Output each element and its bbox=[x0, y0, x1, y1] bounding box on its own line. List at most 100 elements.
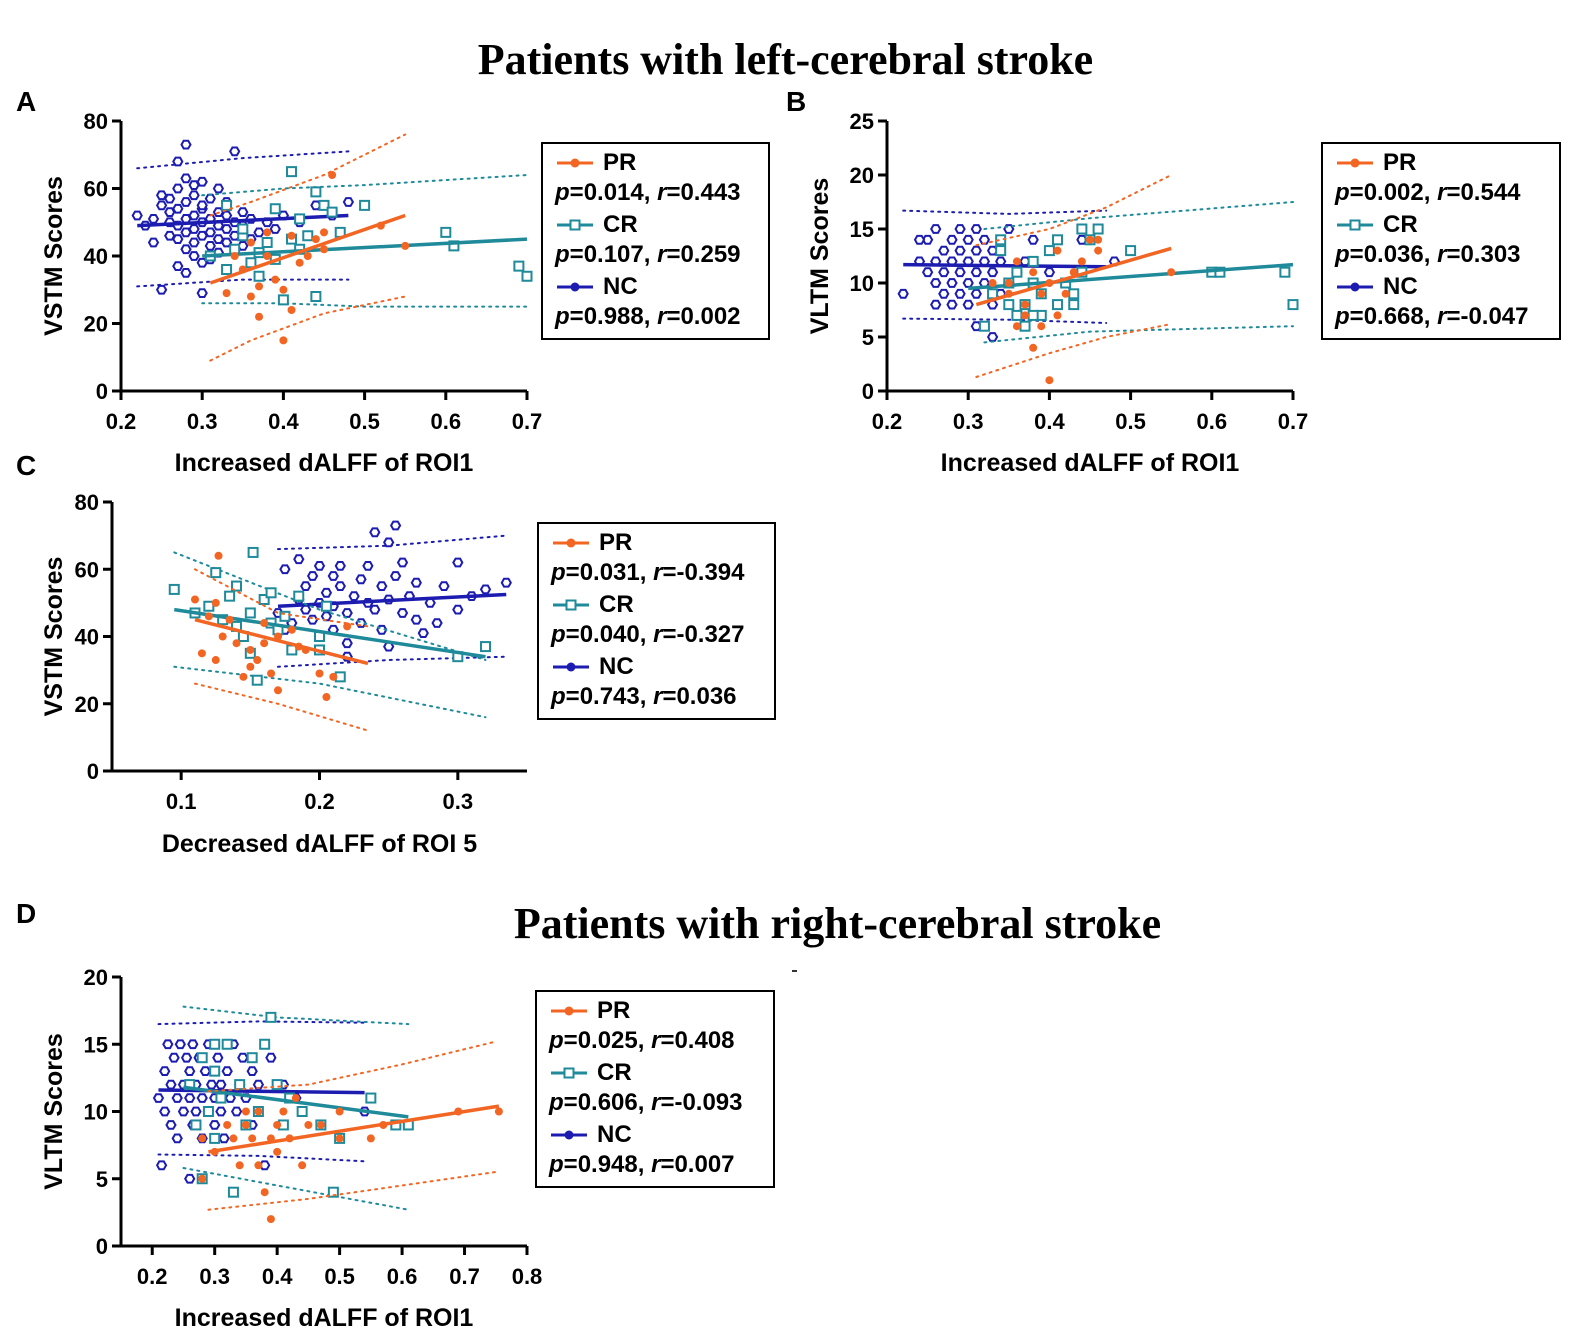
point-nc bbox=[152, 1093, 165, 1103]
point-nc bbox=[246, 1066, 258, 1076]
point-pr bbox=[246, 645, 255, 654]
y-axis-title-c: VSTM Scores bbox=[40, 557, 68, 717]
point-nc bbox=[300, 581, 312, 591]
point-pr bbox=[191, 595, 199, 604]
point-nc bbox=[184, 1093, 196, 1103]
point-nc bbox=[184, 1173, 196, 1184]
legend-symbol-pr bbox=[553, 538, 589, 548]
point-pr bbox=[1029, 268, 1038, 277]
point-cr bbox=[978, 320, 990, 332]
ci-lower-cr bbox=[173, 665, 487, 719]
y-axis-title-d: VLTM Scores bbox=[40, 1033, 68, 1190]
point-pr bbox=[279, 285, 288, 294]
point-nc bbox=[164, 230, 176, 241]
point-cr bbox=[521, 270, 533, 282]
point-pr bbox=[230, 252, 239, 260]
point-cr bbox=[294, 213, 306, 225]
p-value: 0.606 bbox=[577, 1089, 638, 1116]
point-nc bbox=[438, 581, 450, 591]
point-pr bbox=[218, 632, 227, 641]
ci-lower-pr bbox=[975, 323, 1173, 378]
stray-mark bbox=[792, 970, 797, 972]
point-pr bbox=[329, 672, 338, 681]
legend-entry-nc: NC bbox=[551, 652, 764, 682]
legend-symbol-cr bbox=[1337, 219, 1373, 231]
legend-name: PR bbox=[599, 529, 633, 556]
legend-stats-cr: p=0.606, r=-0.093 bbox=[549, 1089, 743, 1116]
point-nc bbox=[452, 604, 464, 615]
point-cr bbox=[209, 1038, 221, 1050]
ci-lower-nc bbox=[277, 655, 508, 668]
legend-entry-pr: PR bbox=[551, 528, 764, 558]
legend-symbol-pr bbox=[551, 1006, 587, 1016]
point-nc bbox=[187, 1039, 199, 1050]
point-cr bbox=[168, 583, 180, 595]
point-cr bbox=[202, 1106, 214, 1117]
point-pr bbox=[260, 619, 269, 628]
point-pr bbox=[1061, 289, 1070, 298]
p-value: 0.107 bbox=[583, 241, 644, 268]
point-nc bbox=[230, 1106, 243, 1117]
p-value: 0.025 bbox=[577, 1027, 638, 1054]
point-nc bbox=[962, 234, 974, 245]
point-nc bbox=[212, 234, 225, 244]
legend-stats-pr: p=0.031, r=-0.394 bbox=[551, 559, 745, 586]
point-nc bbox=[171, 1093, 183, 1103]
fit-line-pr bbox=[208, 1104, 500, 1154]
point-nc bbox=[389, 571, 402, 581]
p-value: 0.036 bbox=[1363, 241, 1424, 268]
x-tick-label-d: 0.4 bbox=[262, 1264, 293, 1289]
point-nc bbox=[196, 288, 208, 298]
point-pr bbox=[198, 1174, 207, 1183]
point-nc bbox=[165, 1120, 177, 1130]
point-cr bbox=[1279, 266, 1291, 278]
point-nc bbox=[180, 1052, 193, 1063]
legend-stats-pr: p=0.014, r=0.443 bbox=[555, 179, 741, 206]
point-pr bbox=[263, 228, 272, 237]
point-cr bbox=[1003, 299, 1015, 311]
point-nc bbox=[188, 237, 200, 248]
point-nc bbox=[313, 561, 326, 571]
point-nc bbox=[306, 571, 319, 581]
point-nc bbox=[355, 574, 367, 585]
point-nc bbox=[188, 224, 200, 234]
point-pr bbox=[211, 598, 220, 607]
point-nc bbox=[180, 268, 192, 278]
point-pr bbox=[1021, 300, 1030, 309]
legend-name: NC bbox=[1383, 273, 1418, 300]
point-pr bbox=[315, 669, 324, 678]
point-nc bbox=[174, 1039, 186, 1050]
point-cr bbox=[265, 1011, 277, 1023]
r-value: 0.259 bbox=[680, 241, 741, 268]
point-nc bbox=[196, 176, 208, 187]
x-tick-label-d: 0.7 bbox=[449, 1264, 480, 1289]
point-pr bbox=[204, 612, 213, 621]
point-pr bbox=[239, 672, 248, 681]
point-cr bbox=[293, 590, 305, 602]
p-value: 0.948 bbox=[577, 1151, 638, 1178]
y-tick-label-c: 40 bbox=[75, 625, 99, 650]
ci-upper-pr bbox=[975, 174, 1173, 247]
fit-line-cr bbox=[173, 607, 486, 659]
point-cr bbox=[237, 223, 249, 235]
point-nc bbox=[220, 224, 233, 234]
point-cr bbox=[365, 1092, 377, 1104]
point-nc bbox=[954, 224, 966, 234]
point-pr bbox=[1086, 235, 1094, 244]
point-nc bbox=[341, 608, 353, 618]
point-pr bbox=[335, 1107, 344, 1116]
point-nc bbox=[229, 146, 241, 157]
point-nc bbox=[190, 1106, 202, 1117]
legend-b: PR p=0.002, r=0.544 CR p=0.036, r=0.303 NC p=… bbox=[1321, 142, 1561, 340]
point-pr bbox=[223, 1120, 232, 1129]
point-pr bbox=[246, 662, 255, 671]
point-pr bbox=[260, 1188, 269, 1197]
series-cr-c bbox=[168, 546, 491, 719]
legend-stats-nc: p=0.988, r=0.002 bbox=[555, 303, 741, 330]
point-nc bbox=[196, 200, 208, 211]
point-pr bbox=[267, 669, 276, 678]
y-tick-label-d: 20 bbox=[84, 965, 108, 990]
x-tick-label-a: 0.7 bbox=[512, 409, 543, 434]
